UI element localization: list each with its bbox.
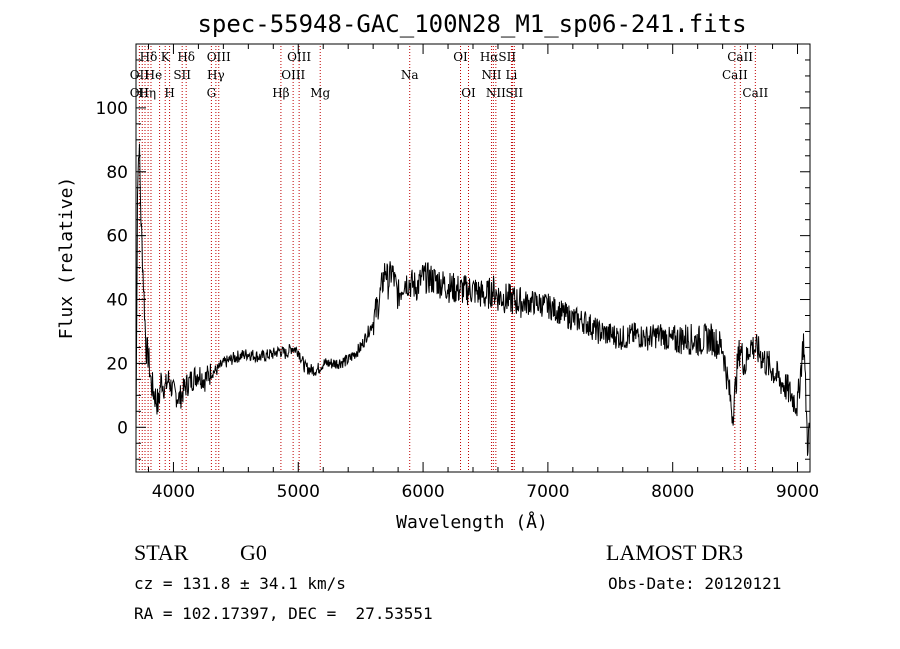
line-label: CaII bbox=[722, 68, 748, 82]
y-axis-label: Flux (relative) bbox=[56, 177, 77, 340]
line-label: Hη bbox=[138, 86, 156, 100]
line-label: K bbox=[161, 50, 171, 64]
line-label: Hδ bbox=[140, 50, 158, 64]
x-tick-label: 7000 bbox=[526, 482, 569, 502]
line-label: CaII bbox=[742, 86, 768, 100]
line-label: NII bbox=[486, 86, 506, 100]
x-tick-label: 4000 bbox=[152, 482, 195, 502]
chart-title: spec-55948-GAC_100N28_M1_sp06-241.fits bbox=[197, 10, 746, 38]
line-label: SII bbox=[173, 68, 191, 82]
line-label: HαSII bbox=[480, 50, 517, 64]
y-tick-label: 100 bbox=[96, 99, 128, 119]
object-class: STAR bbox=[134, 540, 189, 565]
spectrum-line bbox=[135, 143, 811, 456]
y-tick-label: 40 bbox=[106, 291, 128, 311]
line-label: Hβ bbox=[272, 86, 289, 100]
line-label: H bbox=[164, 86, 174, 100]
spectrum-series bbox=[135, 143, 811, 456]
y-tick-label: 60 bbox=[106, 227, 128, 247]
x-tick-label: 8000 bbox=[651, 482, 694, 502]
x-axis-label: Wavelength (Å) bbox=[396, 511, 548, 533]
line-label: Hγ bbox=[207, 68, 225, 82]
spectral-line-markers bbox=[138, 46, 756, 472]
redshift-text: cz = 131.8 ± 34.1 km/s bbox=[134, 574, 346, 593]
coordinates: RA = 102.17397, DEC = 27.53551 bbox=[134, 604, 433, 623]
line-label: OI bbox=[461, 86, 476, 100]
x-axis: 4000 5000 6000 7000 8000 9000 bbox=[147, 44, 819, 502]
line-label: OIII bbox=[281, 68, 305, 82]
object-subclass: G0 bbox=[240, 540, 267, 565]
y-axis: 0 20 40 60 80 100 bbox=[96, 59, 810, 460]
line-label: OIII bbox=[207, 50, 231, 64]
y-tick-label: 20 bbox=[106, 354, 128, 374]
x-tick-label: 5000 bbox=[277, 482, 320, 502]
line-label: Li bbox=[506, 68, 518, 82]
line-label: He bbox=[145, 68, 163, 82]
plot-frame bbox=[135, 43, 811, 473]
x-tick-label: 6000 bbox=[401, 482, 444, 502]
line-label: CaII bbox=[727, 50, 753, 64]
line-label: Na bbox=[401, 68, 419, 82]
survey-name: LAMOST DR3 bbox=[606, 540, 744, 565]
line-label: OII bbox=[130, 68, 150, 82]
line-label: G bbox=[207, 86, 217, 100]
obs-date: Obs-Date: 20120121 bbox=[608, 574, 782, 593]
line-label: Mg bbox=[310, 86, 330, 100]
line-label: NII bbox=[481, 68, 501, 82]
line-label: Hδ bbox=[177, 50, 195, 64]
line-label: OII bbox=[130, 86, 150, 100]
y-tick-label: 0 bbox=[117, 418, 128, 438]
x-tick-label: 9000 bbox=[776, 482, 819, 502]
line-label: OIII bbox=[287, 50, 311, 64]
line-label: SII bbox=[505, 86, 523, 100]
line-label: OI bbox=[453, 50, 468, 64]
y-tick-label: 80 bbox=[106, 163, 128, 183]
